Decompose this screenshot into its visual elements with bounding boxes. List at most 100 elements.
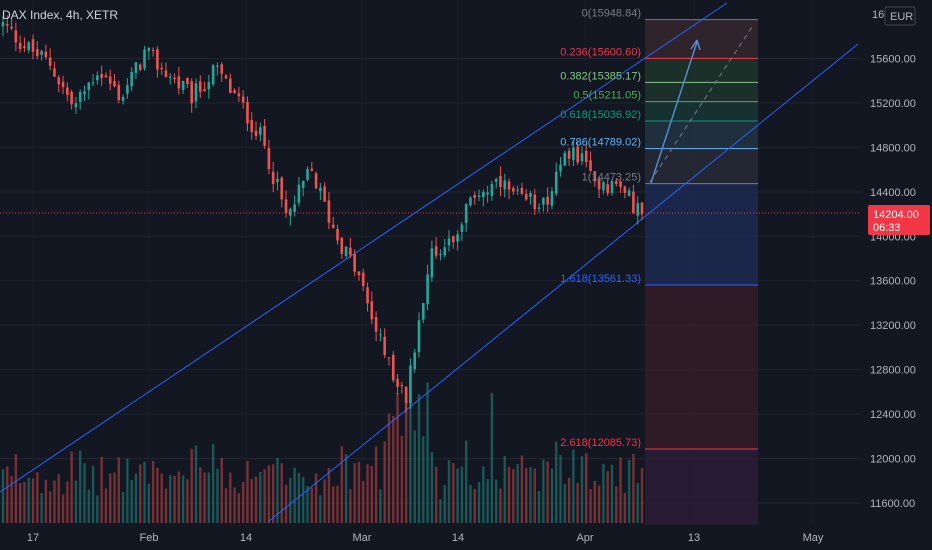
volume-bar — [606, 471, 609, 523]
volume-bar — [362, 480, 365, 523]
volume-bar — [520, 455, 524, 523]
volume-bar — [31, 478, 35, 523]
time-axis[interactable]: 17 Feb 14 Mar 14 Apr 13 May — [27, 532, 824, 544]
volume-bar — [434, 466, 438, 523]
volume-bar — [134, 473, 138, 523]
price-tick-partial-top: 16 — [872, 9, 884, 21]
candle-body — [241, 96, 245, 103]
candle-body — [78, 92, 82, 102]
candle-body — [490, 183, 494, 196]
volume-bar — [417, 394, 421, 523]
candle-body — [349, 247, 352, 256]
candle-body — [293, 204, 296, 213]
candle-body — [113, 80, 116, 87]
candle-body — [18, 42, 22, 49]
volume-bar — [507, 466, 511, 523]
volume-bar — [383, 441, 386, 523]
candle-body — [164, 70, 168, 78]
candle-body — [460, 224, 464, 232]
time-tick-label: 14 — [240, 532, 252, 544]
candle-body — [156, 49, 159, 70]
volume-bar — [53, 480, 56, 523]
price-tick-label: 12400.00 — [870, 409, 916, 421]
volume-bar — [259, 471, 262, 523]
candle-body — [310, 168, 314, 171]
candle-body — [70, 91, 73, 105]
candle-body — [31, 39, 35, 52]
volume-bar — [276, 458, 279, 523]
candle-body — [529, 193, 532, 197]
volume-bar — [585, 453, 588, 523]
candle-body — [477, 195, 481, 197]
candle-body — [520, 188, 524, 194]
channel-lower-line[interactable] — [267, 43, 859, 523]
candle-body — [27, 42, 31, 51]
candle-body — [507, 181, 511, 190]
candle-body — [194, 83, 198, 102]
candle-body — [44, 51, 48, 58]
fib-level-label: 0.236(15600.60) — [560, 46, 641, 58]
volume-bar — [323, 479, 326, 523]
candle-body — [126, 85, 129, 94]
candle-body — [48, 57, 52, 66]
candle-body — [220, 64, 224, 74]
candle-body — [632, 191, 635, 214]
volume-bar — [443, 485, 446, 523]
volume-bar — [70, 451, 73, 523]
fib-zone — [645, 121, 758, 149]
projection-dashed-line[interactable] — [649, 23, 755, 183]
fib-level-label: 0.618(15036.92) — [560, 109, 641, 121]
volume-bar — [100, 457, 103, 523]
candle-body — [216, 65, 219, 67]
volume-bar — [224, 488, 228, 523]
volume-bar — [460, 466, 464, 523]
volume-bar — [18, 483, 22, 523]
candle-body — [554, 171, 558, 194]
candle-body — [524, 193, 528, 200]
volume-bar — [409, 381, 412, 523]
candle-body — [572, 147, 575, 161]
projection-arrows[interactable] — [649, 23, 755, 184]
volume-bar — [452, 463, 455, 523]
volume-bar — [494, 479, 498, 523]
volume-bar — [503, 455, 506, 523]
volume-bar — [439, 499, 442, 523]
volume-bar — [57, 474, 60, 523]
volume-bar — [297, 472, 301, 523]
candle-body — [353, 254, 356, 272]
candle-body — [627, 190, 631, 196]
volume-bar — [40, 493, 43, 523]
candle-body — [439, 254, 442, 256]
volume-bar — [464, 440, 468, 523]
candle-body — [173, 77, 176, 80]
volume-bar — [447, 459, 451, 523]
volume-bar — [486, 478, 489, 523]
candle-body — [357, 271, 361, 276]
volume-bar — [387, 413, 391, 523]
candle-body — [413, 352, 417, 369]
candle-body — [100, 74, 103, 78]
volume-bar — [370, 465, 374, 523]
candle-body — [469, 197, 472, 206]
fib-level-label: 0(15948.84) — [582, 8, 641, 20]
fib-level-label: 1(14473.25) — [582, 172, 641, 184]
candle-body — [130, 71, 133, 87]
candle-body — [280, 177, 284, 200]
volume-bar — [404, 392, 408, 523]
volume-bar — [164, 488, 168, 523]
channel-upper-line[interactable] — [0, 2, 728, 493]
projection-arrow-line[interactable] — [650, 41, 698, 184]
volume-bar — [293, 467, 296, 523]
fibonacci-zones[interactable] — [645, 19, 758, 525]
current-price-badge: 14204.00 06:33 — [868, 205, 930, 235]
candle-body — [400, 385, 404, 387]
trend-channel[interactable] — [0, 2, 859, 523]
candle-body — [512, 188, 515, 192]
volume-bar — [525, 467, 528, 523]
currency-button[interactable]: EUR — [884, 6, 916, 26]
candle-body — [301, 180, 305, 188]
volume-histogram — [1, 381, 644, 523]
candle-body — [160, 67, 163, 69]
price-tick-label: 12800.00 — [870, 365, 916, 377]
